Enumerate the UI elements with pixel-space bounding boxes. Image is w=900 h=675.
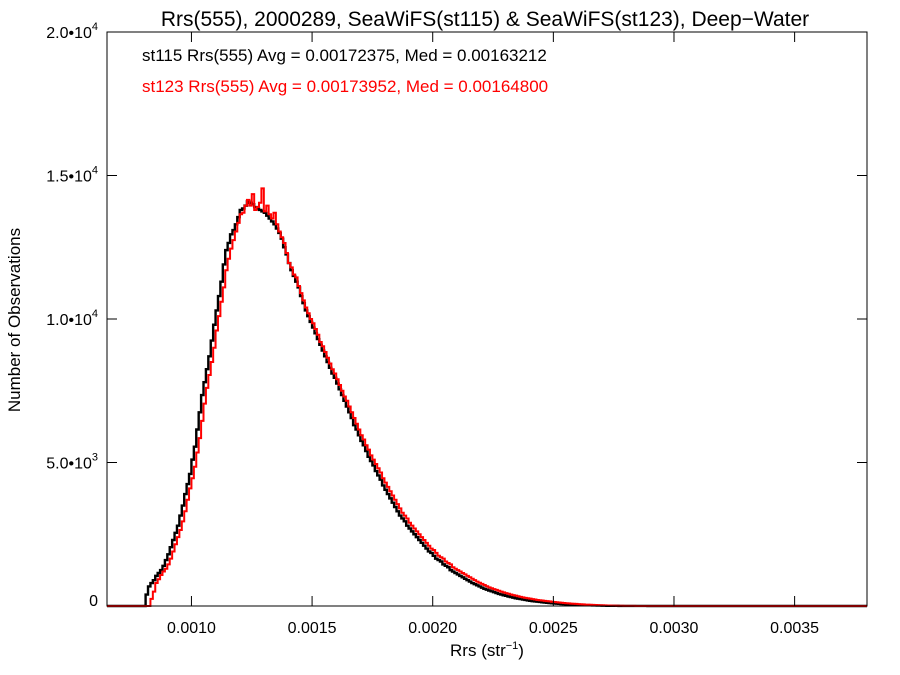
- series-stats-st123: st123 Rrs(555) Avg = 0.00173952, Med = 0…: [142, 77, 548, 96]
- x-tick-label: 0.0015: [288, 620, 337, 637]
- y-tick-label: 2.0•104: [46, 21, 98, 42]
- y-tick-label: 5.0•103: [46, 452, 98, 473]
- series-line-st115: [107, 200, 867, 608]
- plot-frame: [106, 31, 868, 607]
- x-axis-label: Rrs (str−1): [450, 640, 524, 660]
- y-tick-label: 0: [89, 593, 98, 610]
- x-tick-label: 0.0010: [167, 620, 216, 637]
- y-tick-label: 1.0•104: [46, 308, 98, 329]
- y-tick-label: 1.5•104: [46, 165, 98, 186]
- series-stats-st115: st115 Rrs(555) Avg = 0.00172375, Med = 0…: [142, 46, 547, 65]
- legend: st115 Rrs(555) Avg = 0.00172375, Med = 0…: [142, 46, 548, 96]
- x-tick-label: 0.0030: [650, 620, 699, 637]
- y-axis-ticks: 0 5.0•103 1.0•104 1.5•104 2.0•104: [46, 21, 867, 610]
- y-axis-label: Number of Observations: [5, 228, 24, 412]
- x-tick-label: 0.0025: [529, 620, 578, 637]
- x-tick-label: 0.0020: [408, 620, 457, 637]
- chart-title: Rrs(555), 2000289, SeaWiFS(st115) & SeaW…: [161, 8, 809, 31]
- series-line-st123: [107, 187, 867, 607]
- x-tick-label: 0.0035: [770, 620, 819, 637]
- x-axis-ticks: 0.0010 0.0015 0.0020 0.0025 0.0030 0.0035: [167, 32, 819, 637]
- series-layer: [107, 187, 867, 608]
